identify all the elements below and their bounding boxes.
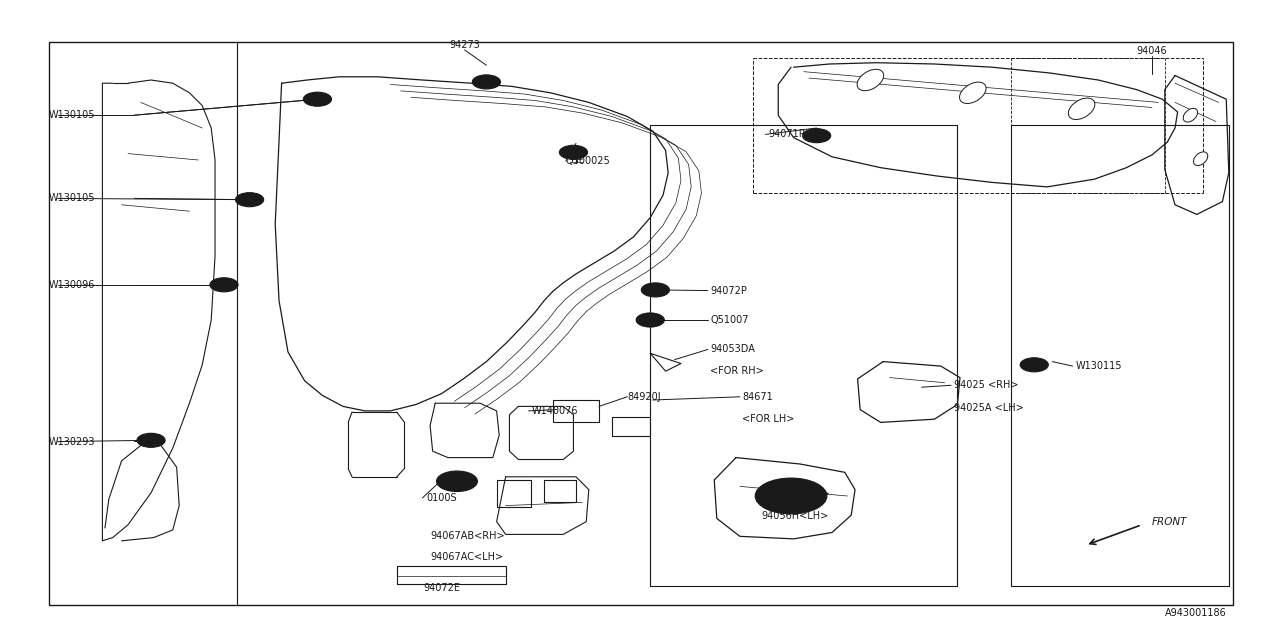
Text: <FOR RH>: <FOR RH> — [710, 366, 764, 376]
Text: FRONT: FRONT — [1152, 516, 1188, 527]
Text: 94067AB<RH>: 94067AB<RH> — [430, 531, 504, 541]
Bar — [1011, 125, 1229, 586]
Text: W130105: W130105 — [49, 193, 95, 204]
Bar — [650, 125, 957, 586]
Ellipse shape — [1193, 152, 1208, 166]
Circle shape — [137, 433, 165, 447]
Text: 94053DA: 94053DA — [710, 344, 755, 355]
Text: 94072P: 94072P — [710, 285, 748, 296]
Text: 94025A <LH>: 94025A <LH> — [954, 403, 1023, 413]
Circle shape — [303, 92, 332, 106]
Ellipse shape — [858, 69, 883, 91]
Text: Q500025: Q500025 — [566, 156, 611, 166]
Text: 84671: 84671 — [742, 392, 773, 402]
Text: W140076: W140076 — [531, 406, 577, 416]
Text: <FOR LH>: <FOR LH> — [742, 413, 795, 424]
Ellipse shape — [960, 82, 986, 104]
Circle shape — [1020, 358, 1048, 372]
Text: Q51007: Q51007 — [710, 315, 749, 325]
Text: 94056G<RH>: 94056G<RH> — [762, 489, 831, 499]
Text: W130096: W130096 — [49, 280, 95, 290]
Circle shape — [236, 193, 264, 207]
Bar — [49, 42, 1233, 605]
Text: W130293: W130293 — [49, 436, 95, 447]
Circle shape — [210, 278, 238, 292]
Circle shape — [472, 75, 500, 89]
Text: 94072E: 94072E — [424, 582, 460, 593]
Text: 94067AC<LH>: 94067AC<LH> — [430, 552, 504, 562]
Circle shape — [755, 478, 827, 514]
Circle shape — [641, 283, 669, 297]
Ellipse shape — [1069, 98, 1094, 120]
Text: A943001186: A943001186 — [1165, 608, 1226, 618]
Circle shape — [559, 145, 588, 159]
Circle shape — [636, 313, 664, 327]
Text: W130105: W130105 — [49, 110, 95, 120]
Circle shape — [803, 129, 831, 143]
Text: W130115: W130115 — [1075, 361, 1121, 371]
Text: 94025 <RH>: 94025 <RH> — [954, 380, 1018, 390]
Text: 84920J: 84920J — [627, 392, 660, 402]
Text: 0100S: 0100S — [426, 493, 457, 503]
Text: 94071P: 94071P — [768, 129, 805, 140]
Ellipse shape — [1183, 108, 1198, 122]
Text: 94046: 94046 — [1137, 46, 1167, 56]
Text: 94056H<LH>: 94056H<LH> — [762, 511, 829, 521]
Text: 94273: 94273 — [449, 40, 480, 50]
Circle shape — [436, 471, 477, 492]
